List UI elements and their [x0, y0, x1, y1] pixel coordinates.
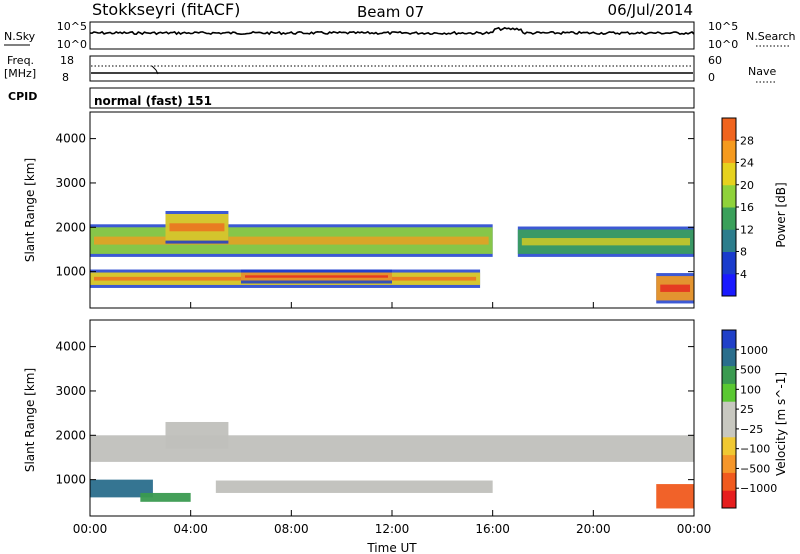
colorbar-tick-label: 28 [740, 134, 754, 147]
power-band-core [521, 238, 690, 246]
colorbar-segment [722, 454, 736, 473]
sky-left-label: N.Sky [4, 30, 36, 43]
colorbar-segment [722, 330, 736, 349]
time-x-axis: 00:00 04:00 08:00 12:00 16:00 20:00 00:00 [73, 302, 712, 536]
y-tick-label: 4000 [55, 340, 86, 354]
colorbar-segment [722, 229, 736, 252]
station-title: Stokkseyri (fitACF) [92, 0, 240, 19]
colorbar-tick-label: −1000 [740, 482, 777, 495]
power-ylabel: Slant Range [km] [23, 158, 37, 262]
colorbar-tick-label: −500 [740, 462, 770, 475]
freq-panel: Freq. [MHz] 18 8 60 0 Nave [4, 54, 776, 84]
x-tick-label: 00:00 [677, 522, 712, 536]
sky-right-label: N.Search [746, 30, 796, 43]
velocity-colorbar: 1000 500 100 25 −25 −100 −500 −1000 [721, 329, 777, 509]
colorbar-tick-label: 100 [740, 383, 761, 396]
colorbar-segment [722, 401, 736, 420]
x-tick-label: 08:00 [274, 522, 309, 536]
time-xlabel: Time UT [366, 541, 417, 554]
freq-label-line2: [MHz] [4, 67, 36, 80]
date-title: 06/Jul/2014 [608, 1, 693, 19]
colorbar-tick-label: 25 [740, 403, 754, 416]
power-band-core [169, 223, 225, 232]
x-tick-label: 20:00 [576, 522, 611, 536]
colorbar-tick-label: 16 [740, 201, 754, 214]
velocity-colorbar-label: Velocity [m s^-1] [774, 372, 788, 476]
velocity-bands [90, 421, 694, 509]
velocity-band [165, 421, 229, 449]
colorbar-tick-label: 20 [740, 179, 754, 192]
power-band-core [660, 284, 690, 292]
colorbar-segment [722, 383, 736, 402]
nave-tick-bottom: 0 [708, 71, 715, 84]
colorbar-segment [722, 140, 736, 163]
velocity-band [656, 484, 694, 509]
velocity-band [215, 480, 493, 493]
y-tick-label: 2000 [55, 220, 86, 234]
sky-count-line [89, 26, 695, 36]
power-colorbar-label: Power [dB] [774, 182, 788, 247]
colorbar-segment [722, 118, 736, 141]
colorbar-tick-label: −25 [740, 423, 763, 436]
velocity-panel: 1000 2000 3000 4000 00:00 04:00 08:00 12:00 16:… [23, 302, 788, 554]
colorbar-segment [722, 365, 736, 384]
freq-label-line1: Freq. [7, 54, 34, 67]
freq-tick-top: 18 [60, 54, 74, 67]
x-tick-label: 00:00 [73, 522, 108, 536]
colorbar-tick-label: 4 [740, 268, 747, 281]
colorbar-segment [722, 472, 736, 491]
sky-right-tick-bottom: 10^0 [708, 38, 738, 51]
velocity-ylabel: Slant Range [km] [23, 368, 37, 472]
y-tick-label: 1000 [55, 473, 86, 487]
colorbar-segment [722, 273, 736, 297]
freq-tick-bottom: 8 [62, 71, 69, 84]
x-tick-label: 12:00 [375, 522, 410, 536]
power-band-core [94, 236, 489, 245]
x-tick-label: 16:00 [475, 522, 510, 536]
sky-left-tick-bottom: 10^0 [57, 38, 87, 51]
x-tick-label: 04:00 [173, 522, 208, 536]
colorbar-tick-label: −100 [740, 443, 770, 456]
colorbar-segment [722, 207, 736, 230]
power-colorbar: 4 8 12 16 20 24 28 [721, 117, 754, 297]
sky-panel: N.Sky 10^5 10^0 10^5 10^0 N.Search [4, 20, 796, 51]
power-y-axis: 1000 2000 3000 4000 [55, 132, 694, 279]
nave-label: Nave [748, 65, 776, 78]
y-tick-label: 4000 [55, 132, 86, 146]
beam-title: Beam 07 [357, 3, 424, 21]
colorbar-segment [722, 490, 736, 509]
y-tick-label: 2000 [55, 428, 86, 442]
cpid-label: CPID [8, 90, 37, 103]
colorbar-tick-label: 12 [740, 223, 754, 236]
power-band-core [245, 275, 388, 278]
colorbar-frame [721, 329, 737, 509]
colorbar-tick-label: 1000 [740, 344, 768, 357]
colorbar-segment [722, 162, 736, 186]
colorbar-segment [722, 419, 736, 438]
sky-right-tick-top: 10^5 [708, 20, 738, 33]
colorbar-tick-label: 8 [740, 246, 747, 259]
cpid-value: normal (fast) 151 [94, 94, 212, 108]
velocity-band [140, 492, 191, 502]
power-bands [90, 210, 694, 304]
velocity-band [90, 479, 153, 498]
y-tick-label: 1000 [55, 265, 86, 279]
colorbar-tick-label: 500 [740, 364, 761, 377]
sky-left-tick-top: 10^5 [57, 20, 87, 33]
y-tick-label: 3000 [55, 176, 86, 190]
colorbar-segment [722, 251, 736, 275]
colorbar-tick-label: 24 [740, 157, 754, 170]
power-panel: 1000 2000 3000 4000 Slant Range [km] 4 8 12 16… [23, 111, 788, 309]
cpid-panel: CPID normal (fast) 151 [8, 87, 695, 109]
y-tick-label: 3000 [55, 384, 86, 398]
colorbar-segment [722, 436, 736, 456]
nave-tick-top: 60 [708, 54, 722, 67]
velocity-y-axis: 1000 2000 3000 4000 [55, 340, 694, 487]
colorbar-segment [722, 347, 736, 367]
colorbar-segment [722, 184, 736, 208]
